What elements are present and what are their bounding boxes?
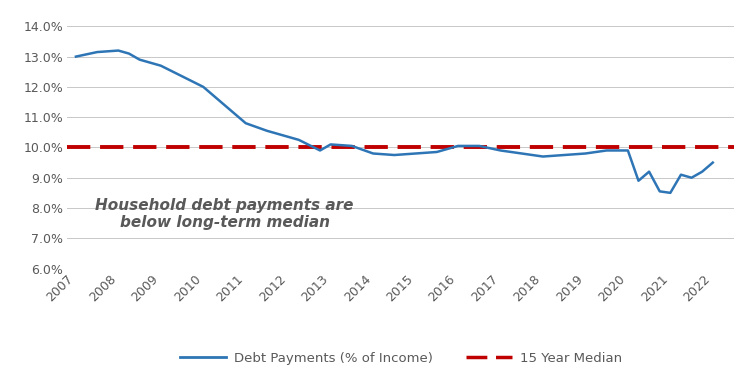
Text: Household debt payments are
below long-term median: Household debt payments are below long-t… <box>95 198 354 230</box>
Legend: Debt Payments (% of Income), 15 Year Median: Debt Payments (% of Income), 15 Year Med… <box>175 347 627 370</box>
